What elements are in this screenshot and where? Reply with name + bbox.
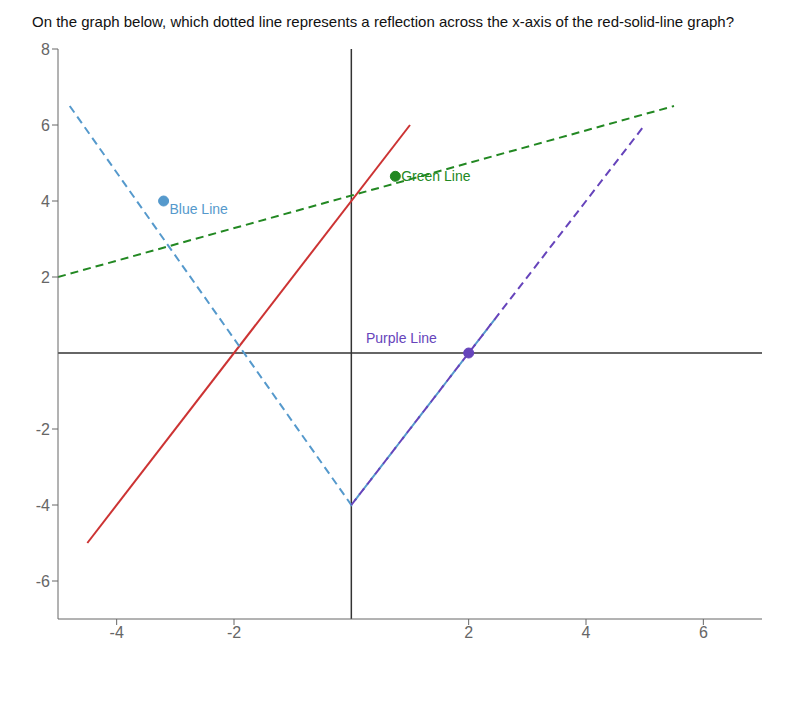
svg-text:-2: -2: [227, 624, 241, 641]
svg-text:6: 6: [699, 624, 708, 641]
svg-text:4: 4: [41, 193, 50, 210]
svg-text:Green Line: Green Line: [401, 168, 470, 184]
svg-text:-4: -4: [110, 624, 124, 641]
svg-text:2: 2: [464, 624, 473, 641]
svg-text:8: 8: [41, 41, 50, 58]
svg-text:6: 6: [41, 117, 50, 134]
svg-text:-2: -2: [36, 421, 50, 438]
svg-text:2: 2: [41, 269, 50, 286]
svg-text:Purple Line: Purple Line: [366, 330, 437, 346]
svg-text:-4: -4: [36, 497, 50, 514]
html-text:On the graph below, which dott: On the graph below, which dotted line re…: [32, 13, 735, 30]
svg-text:Blue Line: Blue Line: [169, 201, 228, 217]
svg-text:-6: -6: [36, 573, 50, 590]
svg-text:4: 4: [582, 624, 591, 641]
